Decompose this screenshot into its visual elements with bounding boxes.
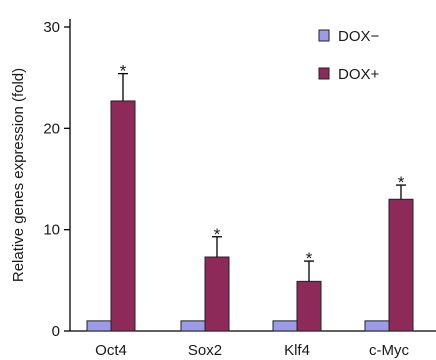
bar-sox2-dox-minus [180,320,206,332]
error-bars [118,72,406,282]
y-tick-label: 10 [43,222,60,239]
category-label: Klf4 [284,342,310,359]
y-tick-label: 20 [43,120,60,137]
bar-oct4-dox-plus [110,100,136,332]
legend-label: DOX− [338,28,380,45]
category-label: Oct4 [95,342,127,359]
bar-oct4-dox-minus [86,320,112,332]
bar-sox2-dox-plus [204,256,230,332]
y-tick-label: 30 [43,19,60,36]
category-label: Sox2 [188,342,222,359]
bar-c-myc-dox-plus [388,198,414,332]
legend-swatch [318,67,330,80]
category-label: c-Myc [369,342,409,359]
y-axis-label: Relative genes expression (fold) [10,68,27,282]
bar-c-myc-dox-minus [364,320,390,332]
bar-klf4-dox-plus [296,280,322,332]
legend: DOX− DOX+ [318,28,380,83]
legend-swatch [318,29,330,42]
legend-label: DOX+ [338,66,380,83]
significance-star: * [214,225,221,244]
bars [86,100,414,332]
significance-star: * [120,62,127,81]
bar-klf4-dox-minus [272,320,298,332]
significance-markers: * * * * [120,62,405,268]
y-ticks: 0 10 20 30 [43,19,70,340]
y-tick-label: 0 [52,323,60,340]
category-labels: Oct4 Sox2 Klf4 c-Myc [95,342,409,359]
significance-star: * [398,173,405,192]
significance-star: * [306,249,313,268]
